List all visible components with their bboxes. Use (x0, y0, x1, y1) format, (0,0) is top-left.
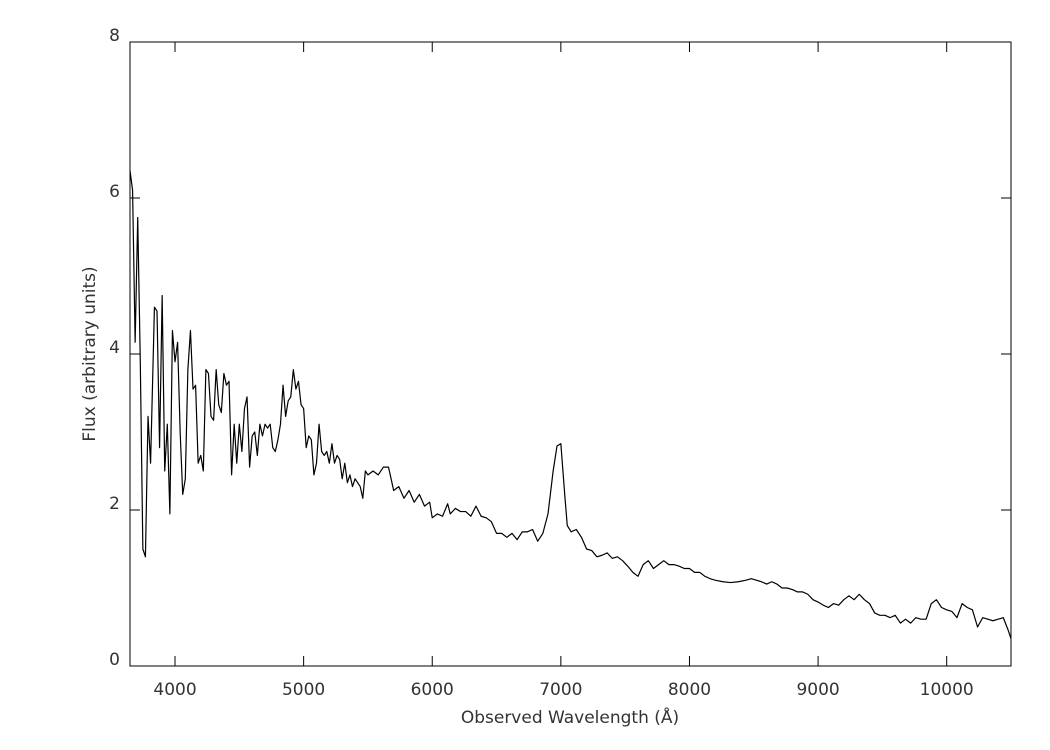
x-axis-label: Observed Wavelength (Å) (461, 706, 679, 728)
x-tick-label: 4000 (153, 680, 196, 700)
y-tick-label: 6 (109, 182, 120, 202)
spectrum-line (129, 170, 1012, 639)
x-tick-label: 7000 (539, 680, 582, 700)
x-tick-label: 5000 (282, 680, 325, 700)
y-tick-label: 4 (109, 338, 120, 358)
x-tick-label: 6000 (411, 680, 454, 700)
x-tick-label: 10000 (920, 680, 974, 700)
y-tick-label: 0 (109, 650, 120, 670)
y-tick-label: 2 (109, 494, 120, 514)
y-axis-label: Flux (arbitrary units) (80, 266, 100, 441)
x-tick-label: 9000 (796, 680, 839, 700)
x-tick-label: 8000 (668, 680, 711, 700)
y-tick-label: 8 (109, 26, 120, 46)
plot-frame (129, 41, 1012, 667)
